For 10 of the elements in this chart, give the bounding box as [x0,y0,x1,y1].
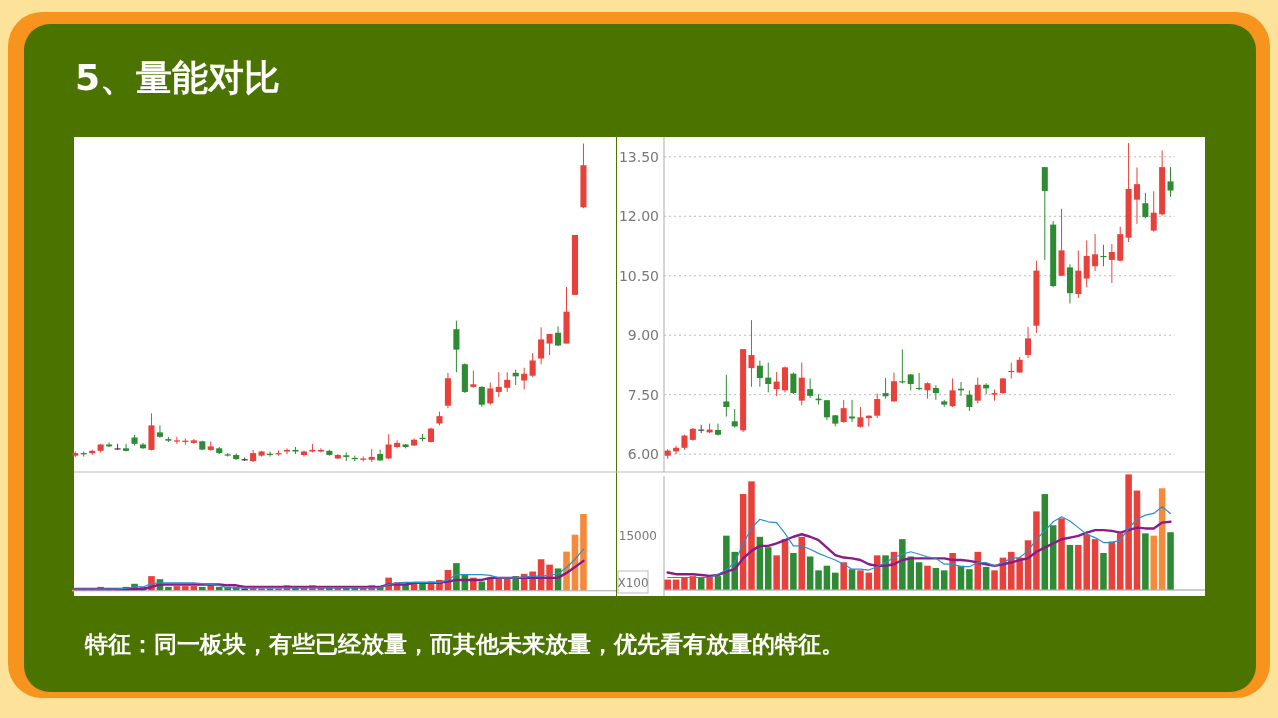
text: 特征：同一板块，有些已经放量，而其他未来放量，优先看有放量的特征。 [84,631,844,657]
y-tick-label: 6.00 [627,446,659,463]
y-tick-label: 12.00 [618,208,659,225]
y-tick-label: 7.50 [627,386,659,403]
text: 15000 [618,529,657,543]
text: X100 [617,576,649,590]
chart-title: 5、量能对比 [75,57,281,98]
y-tick-label: 13.50 [618,148,659,165]
y-tick-label: 9.00 [627,327,659,344]
y-tick-label: 10.50 [618,267,659,284]
